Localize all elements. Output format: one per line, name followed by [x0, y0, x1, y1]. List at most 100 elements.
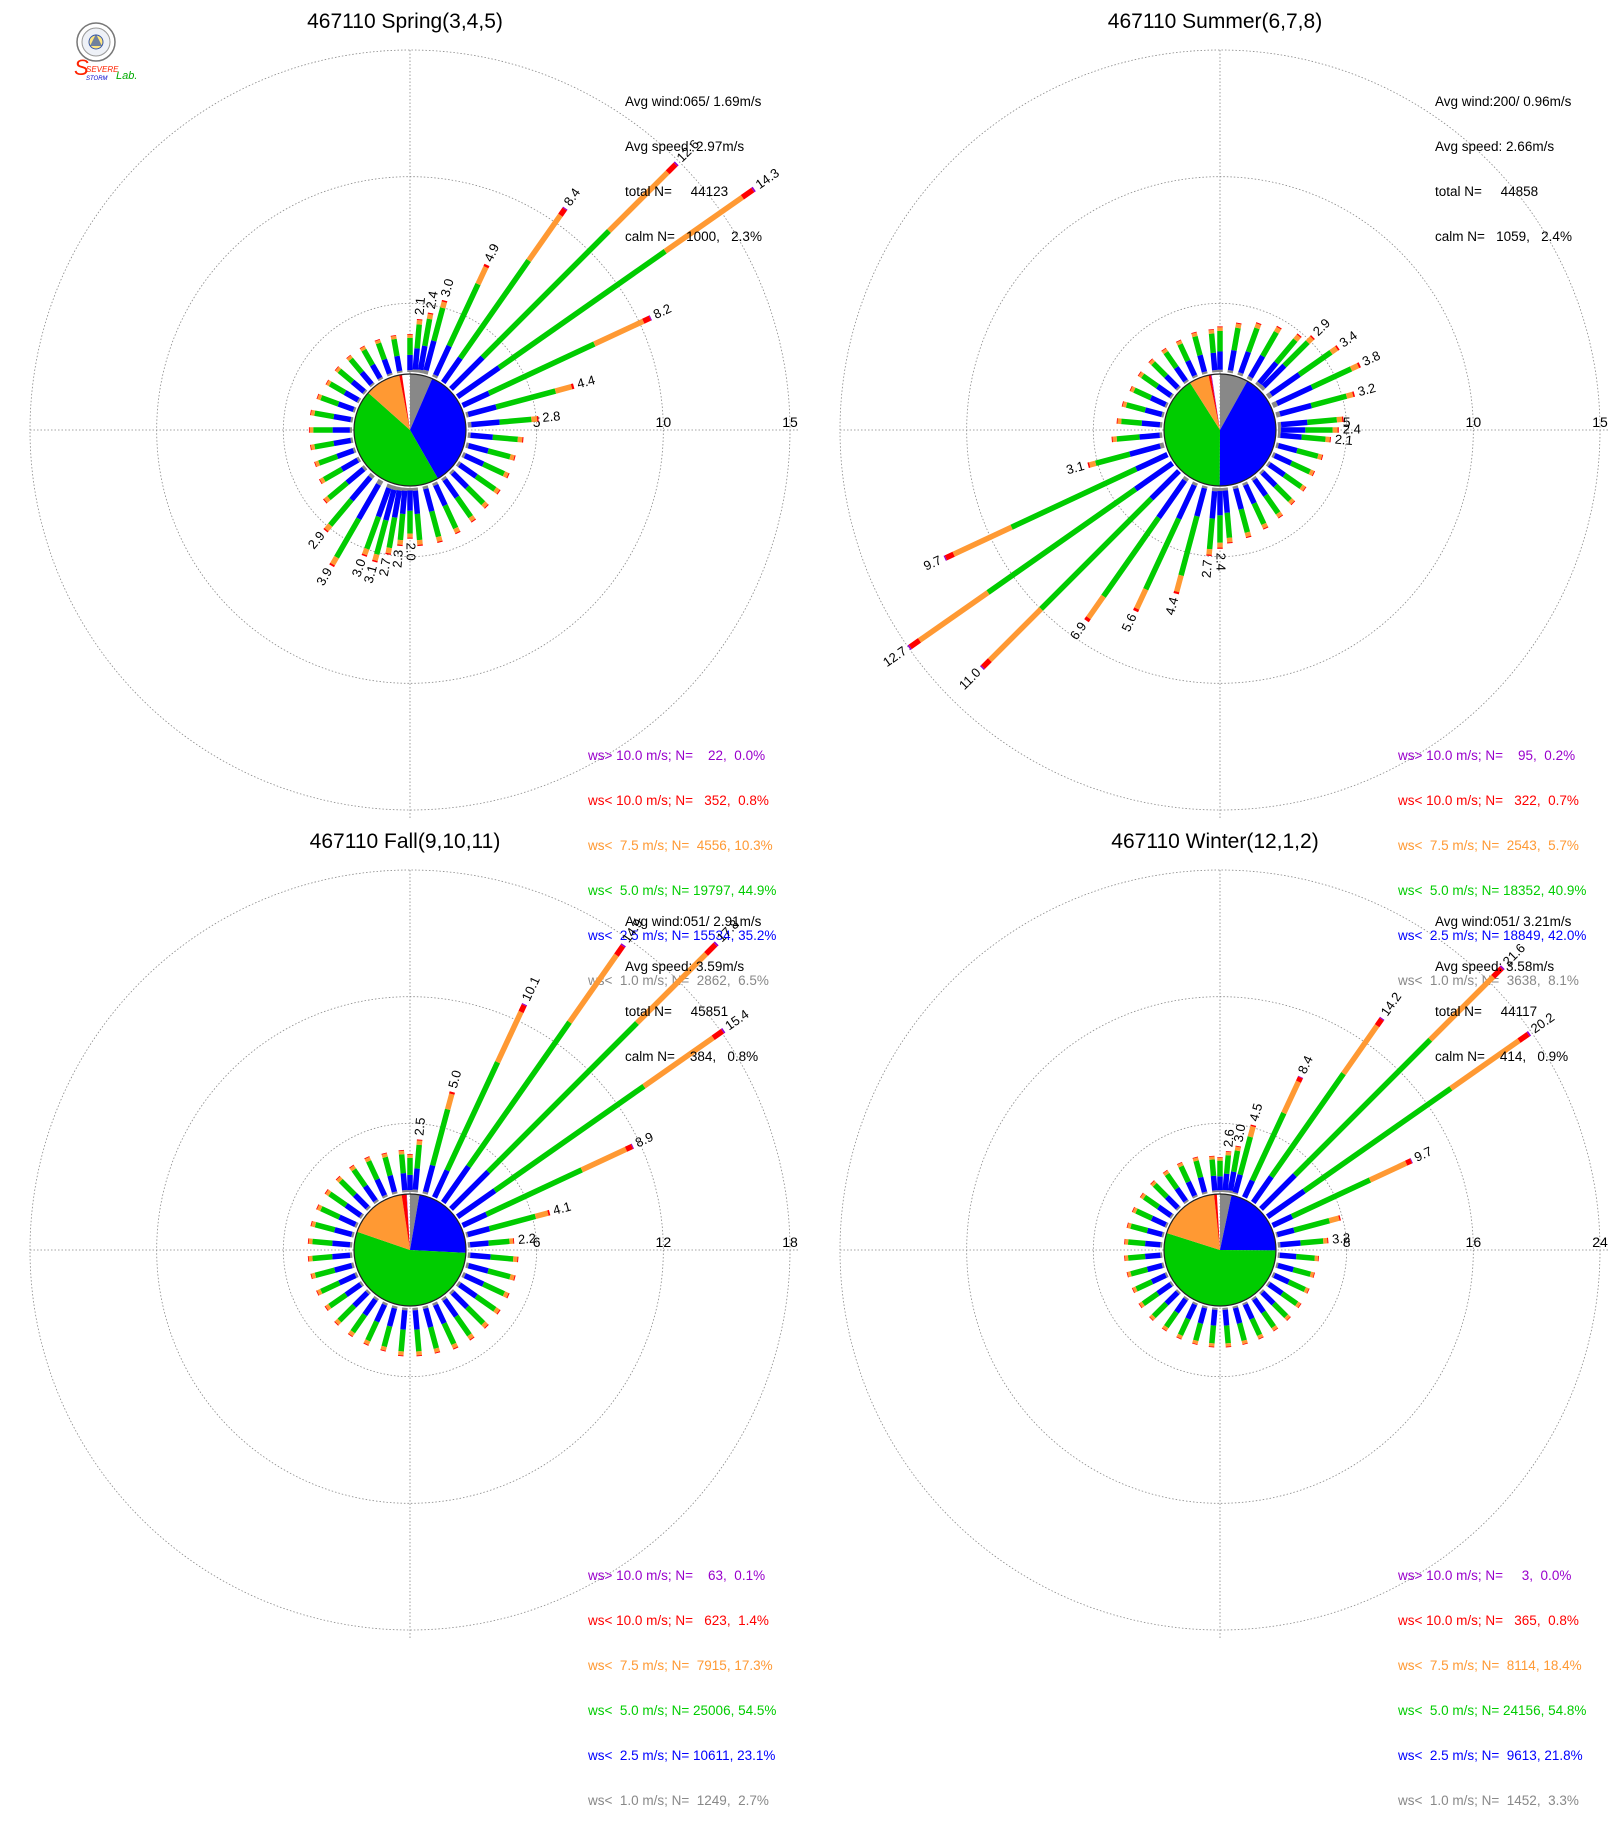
bar-segment-lt1 — [375, 1201, 376, 1203]
bar-segment-lt25 — [1145, 1243, 1160, 1244]
bar-value-label: 8.9 — [633, 1129, 656, 1150]
bar-segment-lt1 — [466, 1265, 468, 1266]
bar-segment-lt25 — [1158, 386, 1171, 395]
direction-bar-5 — [415, 1140, 420, 1193]
bar-segment-lt1 — [1273, 455, 1275, 456]
bar-segment-lt5 — [1210, 518, 1213, 549]
direction-bar-345 — [1194, 332, 1205, 374]
bar-segment-lt1 — [352, 1234, 354, 1235]
bar-segment-lt5 — [444, 1323, 454, 1344]
bar-segment-lt25 — [468, 446, 488, 451]
bar-segment-lt1 — [1171, 1216, 1173, 1217]
bar-segment-lt5 — [1263, 332, 1277, 356]
bar-segment-lt5 — [483, 231, 609, 357]
bar-segment-lt25 — [435, 1170, 448, 1197]
bar-segment-lt75 — [1257, 324, 1259, 328]
bar-segment-lt10 — [1358, 365, 1360, 366]
bar-segment-lt75 — [1177, 575, 1181, 591]
bar-segment-lt25 — [365, 1186, 375, 1201]
bar-segment-lt1 — [371, 384, 372, 385]
panel-title: 467110 Spring(3,4,5) — [0, 10, 810, 34]
bar-segment-lt1 — [1268, 1283, 1270, 1284]
bar-segment-lt5 — [1196, 1323, 1201, 1340]
bar-segment-lt75 — [316, 463, 319, 464]
bar-segment-lt75 — [375, 554, 377, 560]
bar-value-label: 2.9 — [1310, 315, 1333, 338]
bar-value-label: 4.4 — [1162, 595, 1181, 616]
bar-segment-lt75 — [1301, 487, 1304, 489]
ring-label: 16 — [1466, 1234, 1482, 1250]
bar-segment-lt10 — [498, 492, 499, 493]
bar-segment-lt25 — [1214, 1176, 1215, 1191]
bar-segment-lt1 — [1166, 1225, 1168, 1226]
bar-segment-lt25 — [436, 346, 450, 375]
bar-segment-lt1 — [390, 374, 391, 376]
bar-segment-lt75 — [1123, 404, 1126, 405]
bar-value-label: 3.1 — [1065, 458, 1086, 477]
bar-segment-lt75 — [448, 1094, 452, 1109]
bar-segment-lt5 — [1121, 421, 1141, 423]
bar-segment-lt5 — [457, 497, 471, 517]
direction-bar-355 — [1212, 1156, 1215, 1192]
bar-segment-lt75 — [328, 382, 331, 384]
bar-value-label: 12.7 — [880, 643, 909, 670]
direction-bar-350 — [393, 335, 400, 372]
bar-segment-lt5 — [353, 1315, 365, 1332]
bar-segment-lt75 — [495, 489, 498, 491]
bar-segment-lt25 — [335, 1230, 352, 1235]
bar-segment-lt5 — [488, 451, 510, 457]
bar-segment-lt5 — [1181, 516, 1197, 575]
bar-segment-lt25 — [362, 372, 372, 384]
bar-segment-lt25 — [1280, 1255, 1296, 1256]
bar-segment-lt75 — [1237, 1147, 1238, 1151]
bar-segment-lt10 — [1293, 503, 1294, 504]
bar-segment-lt10 — [1280, 516, 1281, 517]
bar-segment-lt1 — [1178, 1291, 1179, 1292]
bar-segment-lt5 — [489, 1241, 510, 1243]
bar-segment-lt1 — [367, 1291, 369, 1293]
bar-segment-lt5 — [1134, 390, 1151, 398]
direction-bar-85 — [1278, 419, 1344, 425]
bar-segment-lt10 — [1086, 618, 1088, 621]
bar-segment-lt5 — [339, 1306, 354, 1321]
bar-segment-lt5 — [330, 1194, 346, 1205]
bar-segment-lt5 — [1300, 1241, 1323, 1243]
bar-segment-lt25 — [426, 1308, 431, 1327]
bar-segment-lt5 — [1195, 337, 1200, 356]
bar-segment-lt75 — [311, 447, 314, 448]
bar-segment-lt75 — [318, 1207, 321, 1208]
legend-entry-lt75: ws< 7.5 m/s; N= 7915, 17.3% — [588, 1658, 776, 1673]
bar-segment-lt25 — [1263, 473, 1276, 486]
bar-segment-lt5 — [384, 1326, 389, 1346]
direction-bar-175 — [1225, 1308, 1228, 1347]
bar-segment-lt75 — [1264, 524, 1266, 528]
bar-segment-lt25 — [337, 451, 353, 457]
bar-segment-lt25 — [463, 393, 489, 405]
bar-segment-lt25 — [1130, 446, 1160, 454]
bar-segment-lt75 — [367, 1158, 368, 1161]
bar-segment-lt10 — [1176, 592, 1177, 594]
bar-segment-lt5 — [1143, 376, 1158, 386]
bar-segment-lt10 — [560, 209, 564, 215]
bar-segment-lt75 — [311, 413, 314, 414]
bar-segment-lt75 — [1134, 1210, 1137, 1211]
bar-segment-lt1 — [443, 478, 445, 480]
bar-segment-lt25 — [342, 460, 358, 469]
bar-segment-lt10 — [1136, 609, 1137, 612]
bar-segment-lt5 — [1127, 405, 1146, 410]
bar-segment-gt10 — [623, 945, 624, 946]
bar-segment-lt5 — [1180, 344, 1188, 361]
ring-label: 15 — [1592, 414, 1608, 430]
bar-value-label: 3.2 — [1356, 380, 1377, 399]
bar-segment-lt5 — [456, 1316, 469, 1335]
bar-segment-lt1 — [1186, 1298, 1187, 1300]
bar-segment-lt75 — [1295, 336, 1298, 340]
bar-segment-lt10 — [1299, 335, 1300, 336]
bar-segment-lt25 — [460, 1285, 477, 1297]
bar-segment-lt75 — [1278, 513, 1280, 516]
bar-segment-lt10 — [521, 1005, 524, 1012]
ring-label: 10 — [1466, 414, 1482, 430]
avg-speed: Avg speed: 2.97m/s — [625, 139, 762, 154]
bar-segment-lt5 — [1012, 469, 1137, 527]
